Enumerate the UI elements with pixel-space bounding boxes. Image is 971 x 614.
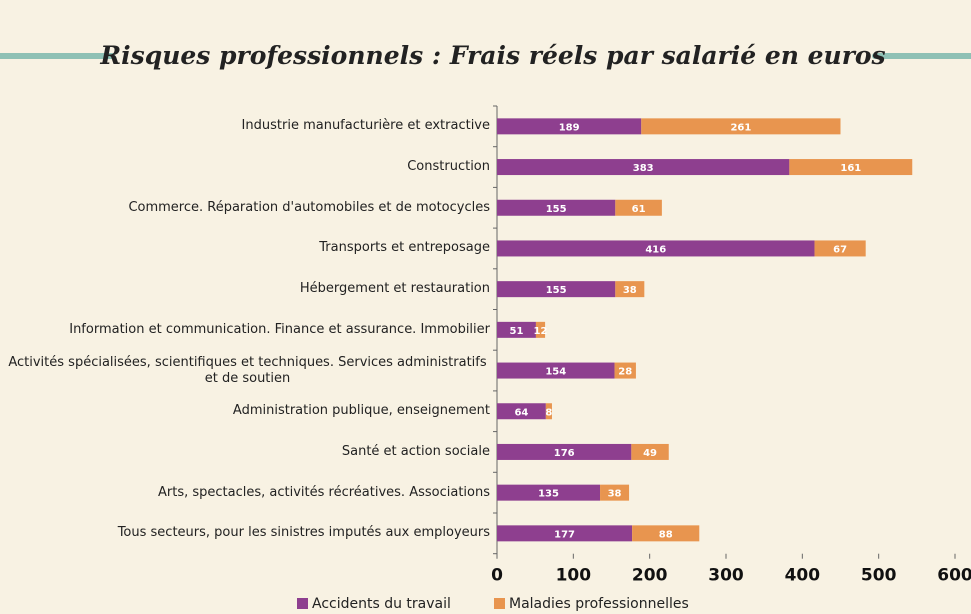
bar-segment xyxy=(497,321,536,338)
value-label: 49 xyxy=(643,448,657,459)
value-label: 383 xyxy=(633,163,654,174)
bar-segment xyxy=(789,159,913,176)
category-label: Information et communication. Finance et… xyxy=(69,321,490,337)
legend-swatch xyxy=(494,598,505,609)
category-label: Administration publique, enseignement xyxy=(232,403,490,419)
category-label: Activités spécialisées, scientifiques et… xyxy=(8,354,487,386)
category-label: Construction xyxy=(407,159,490,175)
bar-segment xyxy=(615,199,662,216)
legend-label: Maladies professionnelles xyxy=(509,596,689,612)
value-label: 61 xyxy=(632,204,646,215)
bar-segment xyxy=(614,362,636,379)
bar-segment xyxy=(497,484,601,501)
legend-swatch xyxy=(297,598,308,609)
value-label: 155 xyxy=(546,204,567,215)
x-tick-label: 400 xyxy=(785,566,821,586)
value-label: 51 xyxy=(510,326,524,337)
x-tick-label: 0 xyxy=(491,566,503,586)
value-label: 161 xyxy=(840,163,861,174)
bar-segment xyxy=(600,484,630,501)
bar-segment xyxy=(535,321,546,338)
value-label: 64 xyxy=(514,407,528,418)
bar-segment xyxy=(615,281,645,298)
category-label: Arts, spectacles, activités récréatives.… xyxy=(158,484,490,500)
legend-label: Accidents du travail xyxy=(312,596,451,612)
value-label: 88 xyxy=(659,529,673,540)
x-tick-label: 200 xyxy=(632,566,668,586)
bar-segment xyxy=(497,525,633,542)
value-label: 416 xyxy=(645,244,666,255)
bar-segment xyxy=(497,443,632,460)
value-label: 12 xyxy=(534,326,548,337)
value-label: 67 xyxy=(833,244,847,255)
category-label: Tous secteurs, pour les sinistres imputé… xyxy=(117,525,490,541)
value-label: 176 xyxy=(554,448,575,459)
category-label: Santé et action sociale xyxy=(341,443,490,459)
value-label: 189 xyxy=(559,122,580,133)
value-label: 154 xyxy=(545,367,566,378)
bar-segment xyxy=(497,240,815,257)
bar-segment xyxy=(632,525,700,542)
bar-segment xyxy=(497,199,616,216)
category-label: Transports et entreposage xyxy=(319,240,490,256)
bar-segment xyxy=(497,403,546,420)
value-label: 261 xyxy=(730,122,751,133)
x-tick-label: 100 xyxy=(556,566,592,586)
value-label: 135 xyxy=(538,489,559,500)
value-label: 38 xyxy=(623,285,637,296)
category-label: Hébergement et restauration xyxy=(299,281,490,297)
bar-segment xyxy=(631,443,669,460)
value-label: 177 xyxy=(554,529,575,540)
value-label: 155 xyxy=(546,285,567,296)
x-tick-label: 500 xyxy=(861,566,897,586)
bar-segment xyxy=(814,240,866,257)
bar-segment xyxy=(545,403,552,420)
bar-segment xyxy=(497,281,616,298)
category-label: Industrie manufacturière et extractive xyxy=(241,118,490,134)
value-label: 8 xyxy=(545,407,552,418)
value-label: 38 xyxy=(608,489,622,500)
x-tick-label: 600 xyxy=(937,566,971,586)
chart-title: Risques professionnels : Frais réels par… xyxy=(99,41,885,70)
category-label: Commerce. Réparation d'automobiles et de… xyxy=(128,199,490,215)
x-tick-label: 300 xyxy=(708,566,744,586)
bar-segment xyxy=(497,362,615,379)
bar-segment xyxy=(641,118,841,135)
value-label: 28 xyxy=(618,367,632,378)
bar-segment xyxy=(497,118,642,135)
bar-segment xyxy=(497,159,790,176)
